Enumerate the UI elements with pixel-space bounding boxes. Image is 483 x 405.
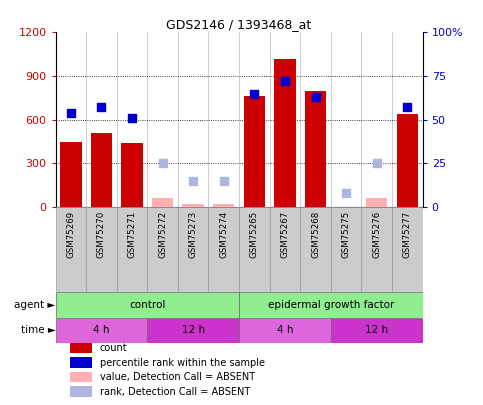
Bar xyxy=(70,357,92,368)
Point xyxy=(281,78,289,85)
Text: GSM75267: GSM75267 xyxy=(281,211,289,258)
Bar xyxy=(397,114,418,207)
Point xyxy=(312,94,319,100)
Bar xyxy=(239,292,423,318)
Point xyxy=(251,90,258,97)
Text: rank, Detection Call = ABSENT: rank, Detection Call = ABSENT xyxy=(99,387,250,396)
Bar xyxy=(178,207,209,292)
Point xyxy=(159,160,167,166)
Bar xyxy=(392,207,423,292)
Text: epidermal growth factor: epidermal growth factor xyxy=(268,300,394,310)
Text: 4 h: 4 h xyxy=(93,325,110,335)
Point xyxy=(67,109,75,116)
Text: GSM75275: GSM75275 xyxy=(341,211,351,258)
Bar xyxy=(56,207,86,292)
Text: count: count xyxy=(99,343,127,353)
Bar xyxy=(56,292,239,318)
Text: GSM75268: GSM75268 xyxy=(311,211,320,258)
Bar xyxy=(209,207,239,292)
Text: GSM75271: GSM75271 xyxy=(128,211,137,258)
Bar xyxy=(239,207,270,292)
Bar xyxy=(274,59,296,207)
Text: GSM75274: GSM75274 xyxy=(219,211,228,258)
Bar xyxy=(147,318,239,343)
Text: GSM75270: GSM75270 xyxy=(97,211,106,258)
Bar xyxy=(70,343,92,353)
Bar xyxy=(147,207,178,292)
Bar xyxy=(70,386,92,397)
Bar xyxy=(270,207,300,292)
Text: control: control xyxy=(129,300,166,310)
Text: percentile rank within the sample: percentile rank within the sample xyxy=(99,358,265,368)
Bar xyxy=(361,207,392,292)
Bar xyxy=(70,372,92,382)
Bar xyxy=(60,141,82,207)
Bar xyxy=(305,91,327,207)
Point xyxy=(98,104,105,111)
Bar xyxy=(239,318,331,343)
Bar xyxy=(183,204,204,207)
Bar xyxy=(91,133,112,207)
Text: 4 h: 4 h xyxy=(277,325,293,335)
Bar xyxy=(56,318,147,343)
Bar xyxy=(366,198,387,207)
Bar xyxy=(300,207,331,292)
Point xyxy=(128,115,136,121)
Point xyxy=(403,104,411,111)
Point xyxy=(373,160,381,166)
Text: GSM75272: GSM75272 xyxy=(158,211,167,258)
Text: 12 h: 12 h xyxy=(182,325,205,335)
Text: GSM75269: GSM75269 xyxy=(66,211,75,258)
Text: GSM75277: GSM75277 xyxy=(403,211,412,258)
Bar xyxy=(213,204,235,207)
Bar xyxy=(121,143,143,207)
Title: GDS2146 / 1393468_at: GDS2146 / 1393468_at xyxy=(167,18,312,31)
Text: value, Detection Call = ABSENT: value, Detection Call = ABSENT xyxy=(99,372,255,382)
Bar xyxy=(86,207,117,292)
Point xyxy=(342,190,350,196)
Text: GSM75276: GSM75276 xyxy=(372,211,381,258)
Text: agent ►: agent ► xyxy=(14,300,56,310)
Text: 12 h: 12 h xyxy=(365,325,388,335)
Text: GSM75273: GSM75273 xyxy=(189,211,198,258)
Bar xyxy=(331,318,423,343)
Bar xyxy=(117,207,147,292)
Bar xyxy=(152,198,173,207)
Point xyxy=(189,177,197,184)
Bar xyxy=(331,207,361,292)
Text: time ►: time ► xyxy=(21,325,56,335)
Point xyxy=(220,177,227,184)
Text: GSM75265: GSM75265 xyxy=(250,211,259,258)
Bar xyxy=(244,96,265,207)
